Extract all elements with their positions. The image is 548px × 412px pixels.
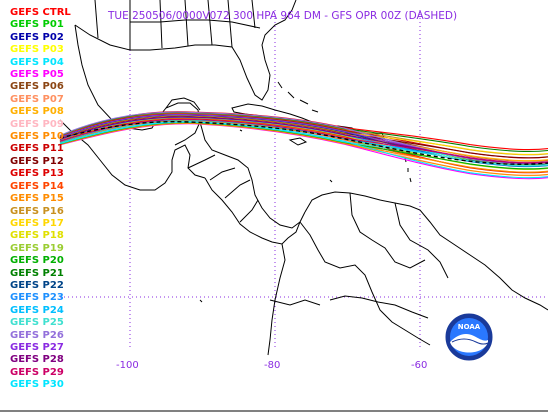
legend-item: GEFS P05 <box>10 69 64 81</box>
legend-item: GEFS P11 <box>10 143 64 155</box>
noaa-logo: NOAA <box>444 312 494 362</box>
legend-item: GEFS P10 <box>10 131 64 143</box>
legend-item: GEFS P15 <box>10 193 64 205</box>
border <box>299 221 431 346</box>
longitude-label-80: -80 <box>264 360 281 371</box>
legend-item: GEFS P19 <box>10 242 64 254</box>
gfs-opr-dashed-contour <box>59 121 548 165</box>
border <box>269 299 321 306</box>
border <box>239 199 259 223</box>
chart-title: TUE 250506/0000V072 300 HPA 964 DM - GFS… <box>108 10 458 22</box>
ensemble-contours <box>59 111 548 180</box>
state-border <box>130 19 261 29</box>
ensemble-contour-line <box>59 121 548 179</box>
legend-item: GEFS P22 <box>10 279 64 291</box>
jamaica <box>288 137 308 146</box>
legend-item: GEFS CTRL <box>10 7 71 18</box>
legend-item: GEFS P12 <box>10 155 64 167</box>
legend-item: GEFS P02 <box>10 31 64 43</box>
legend-item: GEFS P20 <box>10 255 64 267</box>
legend-item: GEFS P18 <box>10 230 64 242</box>
legend-item: GEFS P04 <box>10 56 64 68</box>
border <box>224 179 251 199</box>
border <box>187 154 216 169</box>
longitude-label-100: -100 <box>116 360 139 371</box>
border <box>394 202 449 279</box>
legend-item: GEFS P07 <box>10 93 64 105</box>
legend-item: GEFS P23 <box>10 292 64 304</box>
legend-item: GEFS P21 <box>10 267 64 279</box>
mexico-coast <box>59 119 206 191</box>
legend-item: GEFS P09 <box>10 118 64 130</box>
legend-item: GEFS P01 <box>10 19 64 31</box>
state-border <box>251 0 256 29</box>
river <box>329 295 429 319</box>
central-america-caribbean <box>199 121 301 229</box>
legend-item: GEFS P13 <box>10 168 64 180</box>
legend: GEFS CTRL GEFS P01 GEFS P02 GEFS P03 GEFS P0… <box>10 7 71 392</box>
border <box>349 192 426 269</box>
us-gulf-coast <box>74 0 297 101</box>
legend-item: GEFS P08 <box>10 106 64 118</box>
state-border <box>184 0 189 47</box>
legend-item: GEFS P03 <box>10 44 64 56</box>
coastlines <box>59 0 548 356</box>
legend-item: GEFS P26 <box>10 329 64 341</box>
longitude-label-60: -60 <box>411 360 428 371</box>
legend-item: GEFS P06 <box>10 81 64 93</box>
legend-item: GEFS P28 <box>10 354 64 366</box>
south-america-pacific <box>267 243 286 356</box>
graticule <box>60 10 548 350</box>
yucatan-coast <box>165 97 201 111</box>
ensemble-contour-line <box>59 118 548 164</box>
central-america-coast <box>204 177 306 245</box>
state-border <box>94 0 99 39</box>
bahamas <box>277 81 319 113</box>
noaa-logo-text: NOAA <box>458 323 481 331</box>
legend-item: GEFS P29 <box>10 366 64 378</box>
state-border <box>227 0 233 48</box>
legend-item: GEFS P16 <box>10 205 64 217</box>
legend-item: GEFS P24 <box>10 304 64 316</box>
legend-item: GEFS P17 <box>10 217 64 229</box>
south-america-coast <box>304 191 548 311</box>
legend-item: GEFS P27 <box>10 341 64 353</box>
state-border <box>159 0 163 49</box>
border <box>209 167 236 181</box>
legend-item: GEFS P30 <box>10 379 64 391</box>
legend-item: GEFS P14 <box>10 180 64 192</box>
state-border <box>207 0 213 46</box>
legend-item: GEFS P25 <box>10 317 64 329</box>
small-islands <box>199 129 333 303</box>
